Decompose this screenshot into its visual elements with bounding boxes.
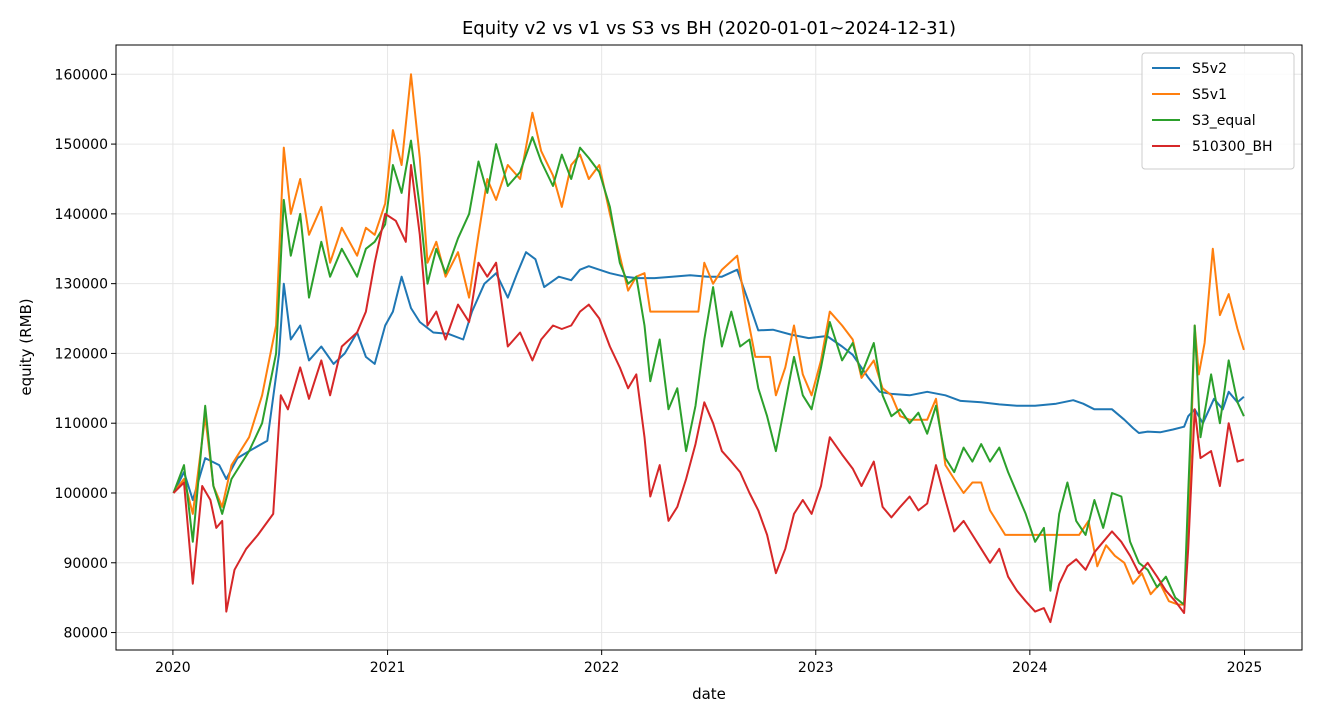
x-tick-label: 2020 xyxy=(155,660,191,676)
y-axis-label: equity (RMB) xyxy=(17,298,35,395)
y-tick-label: 150000 xyxy=(55,137,108,153)
y-tick-label: 100000 xyxy=(55,486,108,502)
legend-label: S5v2 xyxy=(1192,61,1227,77)
legend-box xyxy=(1141,52,1295,170)
series-line-s5v1 xyxy=(172,73,1245,606)
x-axis: 2020 2021 2022 2023 2024 2025 xyxy=(155,650,1262,676)
x-tick-label: 2024 xyxy=(1012,660,1048,676)
plot-area xyxy=(172,73,1245,624)
x-tick-label: 2022 xyxy=(584,660,620,676)
y-tick-label: 80000 xyxy=(63,626,108,642)
x-tick-label: 2025 xyxy=(1227,660,1263,676)
y-tick-label: 120000 xyxy=(55,346,108,362)
chart-title: Equity v2 vs v1 vs S3 vs BH (2020-01-01~… xyxy=(462,18,956,39)
series-line-s5v2 xyxy=(172,251,1245,501)
legend: S5v2 S5v1 S3_equal 510300_BH xyxy=(1141,52,1295,170)
legend-label: 510300_BH xyxy=(1192,139,1273,155)
y-tick-label: 90000 xyxy=(63,556,108,572)
x-tick-label: 2021 xyxy=(370,660,406,676)
series-line-s3-equal xyxy=(172,136,1245,606)
y-tick-label: 130000 xyxy=(55,277,108,293)
series-line-510300-bh xyxy=(172,164,1245,624)
y-tick-label: 160000 xyxy=(55,67,108,83)
legend-label: S3_equal xyxy=(1192,113,1256,129)
x-tick-label: 2023 xyxy=(798,660,834,676)
x-axis-label: date xyxy=(692,685,726,703)
plot-frame xyxy=(115,44,1303,651)
y-tick-label: 110000 xyxy=(55,416,108,432)
y-tick-label: 140000 xyxy=(55,207,108,223)
y-axis: 80000 90000 100000 110000 120000 130000 140000… xyxy=(55,67,116,642)
legend-label: S5v1 xyxy=(1192,87,1227,103)
